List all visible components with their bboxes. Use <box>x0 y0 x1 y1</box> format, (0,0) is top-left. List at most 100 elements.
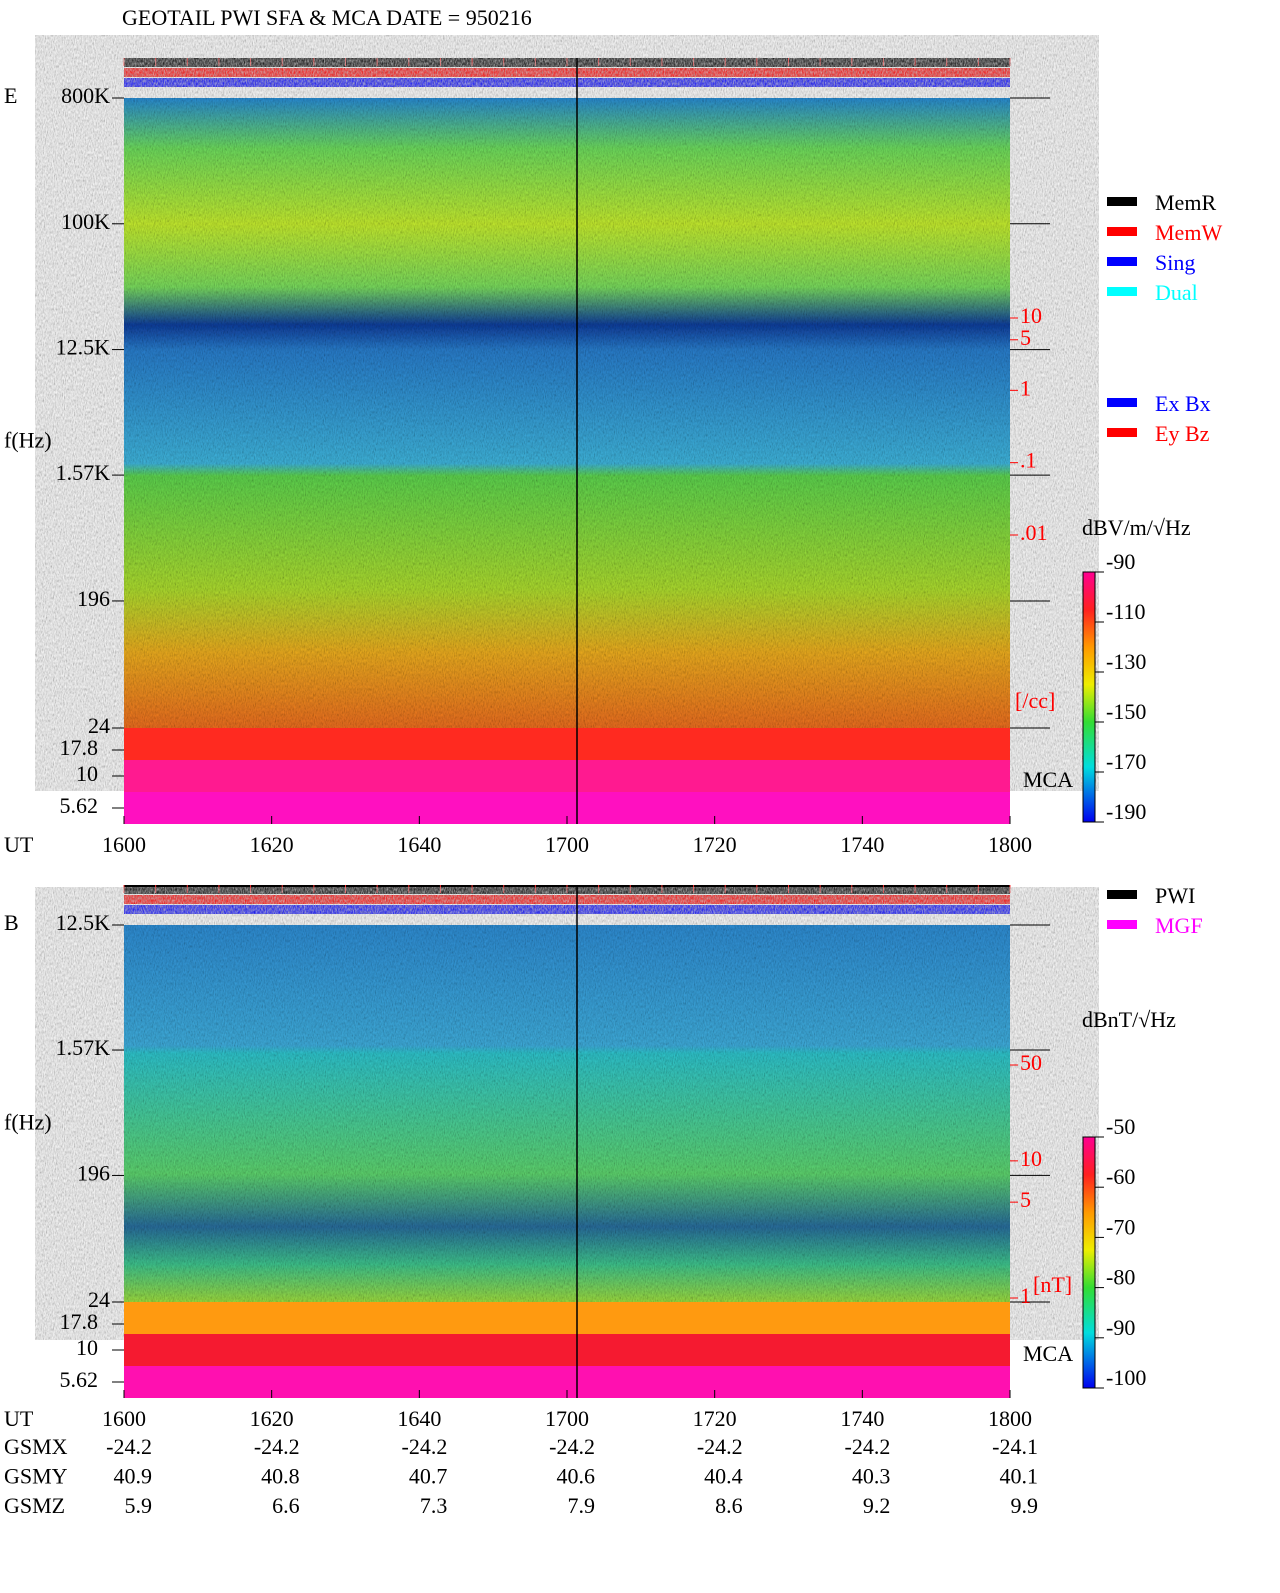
status-bar <box>124 78 1010 87</box>
x-tick-label: 1740 <box>840 1406 884 1431</box>
mca-band <box>124 1302 1010 1334</box>
mca-channel-label: 5.62 <box>60 1367 99 1392</box>
time-axis-label: UT <box>4 832 34 857</box>
density-tick-label: .1 <box>1020 448 1037 473</box>
spectrogram <box>124 925 1010 1302</box>
orbit-value: -24.2 <box>845 1434 891 1459</box>
legend-swatch <box>1107 287 1137 296</box>
orbit-value: -24.2 <box>549 1434 595 1459</box>
orbit-value: 40.8 <box>261 1464 300 1489</box>
density-tick-label: 10 <box>1020 303 1042 328</box>
orbit-value: 5.9 <box>125 1493 153 1518</box>
spectrogram <box>124 98 1010 728</box>
y-tick-label: 1.57K <box>56 460 111 485</box>
density-unit: [/cc] <box>1015 688 1055 713</box>
orbit-value: 6.6 <box>272 1493 300 1518</box>
orbit-label: GSMZ <box>4 1493 65 1518</box>
x-tick-label: 1800 <box>988 832 1032 857</box>
x-tick-label: 1620 <box>250 1406 294 1431</box>
colorbar-tick-label: -190 <box>1106 799 1146 824</box>
x-tick-label: 1720 <box>693 832 737 857</box>
colorbar-tick-label: -60 <box>1106 1164 1135 1189</box>
y-tick-label: 24 <box>88 713 110 738</box>
x-tick-label: 1700 <box>545 832 589 857</box>
colorbar-tick-label: -80 <box>1106 1265 1135 1290</box>
colorbar-tick-label: -50 <box>1106 1114 1135 1139</box>
x-tick-label: 1640 <box>397 1406 441 1431</box>
colorbar <box>1082 1136 1096 1389</box>
colorbar-tick-label: -170 <box>1106 749 1146 774</box>
y-tick-label: 100K <box>61 209 110 234</box>
mca-channel-label: 17.8 <box>60 1309 99 1334</box>
orbit-value: 7.9 <box>568 1493 596 1518</box>
orbit-value: 40.3 <box>852 1464 891 1489</box>
mca-band <box>124 1334 1010 1366</box>
y-tick-label: 12.5K <box>56 335 111 360</box>
colorbar-unit: dBnT/√Hz <box>1082 1007 1176 1032</box>
x-tick-label: 1800 <box>988 1406 1032 1431</box>
page-title: GEOTAIL PWI SFA & MCA DATE = 950216 <box>122 5 532 30</box>
mca-channel-label: 17.8 <box>60 735 99 760</box>
legend-label: MemW <box>1155 220 1222 245</box>
orbit-value: -24.1 <box>992 1434 1038 1459</box>
x-tick-label: 1720 <box>693 1406 737 1431</box>
y-tick-label: 24 <box>88 1287 110 1312</box>
colorbar-tick-label: -150 <box>1106 699 1146 724</box>
colorbar-tick-label: -130 <box>1106 649 1146 674</box>
legend-swatch <box>1107 197 1137 206</box>
legend-label: MemR <box>1155 190 1216 215</box>
orbit-value: 40.6 <box>557 1464 596 1489</box>
status-bar <box>124 905 1010 914</box>
legend-label: Dual <box>1155 280 1198 305</box>
density-tick-label: 5 <box>1020 1187 1031 1212</box>
colorbar-unit: dBV/m/√Hz <box>1082 515 1191 540</box>
colorbar-tick-label: -90 <box>1106 1315 1135 1340</box>
y-axis-label: f(Hz) <box>4 1110 52 1135</box>
legend-label: PWI <box>1155 883 1195 908</box>
colorbar-tick-label: -100 <box>1106 1365 1146 1390</box>
status-bar <box>124 895 1010 904</box>
legend-swatch <box>1107 398 1137 407</box>
orbit-value: 40.4 <box>704 1464 743 1489</box>
mca-channel-label: 5.62 <box>60 793 99 818</box>
legend-swatch <box>1107 890 1137 899</box>
orbit-value: 8.6 <box>715 1493 743 1518</box>
colorbar-tick-label: -70 <box>1106 1214 1135 1239</box>
legend-swatch <box>1107 428 1137 437</box>
legend-label: Ey Bz <box>1155 421 1210 446</box>
orbit-value: 40.7 <box>409 1464 448 1489</box>
orbit-value: 9.9 <box>1011 1493 1039 1518</box>
panel-label: B <box>4 910 19 935</box>
orbit-value: 7.3 <box>420 1493 448 1518</box>
density-tick-label: .01 <box>1020 520 1048 545</box>
time-axis-label: UT <box>4 1406 34 1431</box>
orbit-label: GSMY <box>4 1464 68 1489</box>
legend-label: MGF <box>1155 913 1203 938</box>
orbit-value: -24.2 <box>402 1434 448 1459</box>
orbit-value: 9.2 <box>863 1493 891 1518</box>
colorbar-tick-label: -110 <box>1106 599 1146 624</box>
mca-label: MCA <box>1023 767 1073 792</box>
legend-swatch <box>1107 227 1137 236</box>
mca-band <box>124 760 1010 792</box>
legend-swatch <box>1107 257 1137 266</box>
legend-swatch <box>1107 920 1137 929</box>
mca-channel-label: 10 <box>76 761 98 786</box>
orbit-value: -24.2 <box>106 1434 152 1459</box>
mca-label: MCA <box>1023 1341 1073 1366</box>
density-tick-label: 10 <box>1020 1146 1042 1171</box>
panel-label: E <box>4 83 17 108</box>
density-tick-label: 5 <box>1020 325 1031 350</box>
density-tick-label: 1 <box>1020 375 1031 400</box>
density-tick-label: 1 <box>1020 1283 1031 1308</box>
legend-label: Ex Bx <box>1155 391 1211 416</box>
x-tick-label: 1620 <box>250 832 294 857</box>
density-unit: [nT] <box>1033 1272 1072 1297</box>
mca-band <box>124 728 1010 760</box>
colorbar-tick-label: -90 <box>1106 549 1135 574</box>
x-tick-label: 1700 <box>545 1406 589 1431</box>
y-tick-label: 196 <box>77 586 110 611</box>
legend-label: Sing <box>1155 250 1195 275</box>
colorbar <box>1082 571 1096 823</box>
